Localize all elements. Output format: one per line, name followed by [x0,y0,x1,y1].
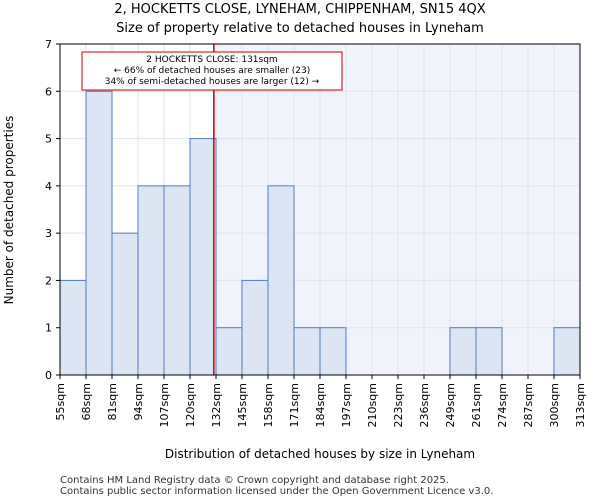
bar-249sqm [449,327,477,376]
bar-94sqm [137,185,165,376]
y-tick-label: 0 [45,369,52,382]
x-tick-label: 94sqm [132,383,145,420]
bar-81sqm [111,232,139,376]
y-tick-label: 4 [45,180,52,193]
bar-145sqm [241,279,269,376]
x-tick-label: 68sqm [80,383,93,420]
y-ticks: 0 1 2 3 4 5 6 7 [45,38,60,382]
x-tick-label: 171sqm [288,383,301,427]
x-tick-label: 274sqm [496,383,509,427]
y-tick-label: 2 [45,274,52,287]
bar-158sqm [267,185,295,376]
footer-line-1: Contains HM Land Registry data © Crown c… [60,475,449,486]
bar-132sqm [215,327,243,376]
x-tick-label: 236sqm [418,383,431,427]
annotation-line-3: 34% of semi-detached houses are larger (… [105,77,320,87]
chart-title: 2, HOCKETTS CLOSE, LYNEHAM, CHIPPENHAM, … [114,2,485,17]
x-tick-label: 210sqm [366,383,379,427]
footer-line-2: Contains public sector information licen… [60,486,493,497]
x-tick-label: 158sqm [262,383,275,427]
x-tick-label: 107sqm [158,383,171,427]
x-tick-label: 132sqm [210,383,223,427]
bar-68sqm [85,90,113,376]
y-tick-label: 6 [45,85,52,98]
annotation-box: 2 HOCKETTS CLOSE: 131sqm ← 66% of detach… [81,51,343,91]
x-tick-label: 184sqm [314,383,327,427]
annotation-line-2: ← 66% of detached houses are smaller (23… [114,66,311,76]
x-tick-label: 55sqm [54,383,67,420]
x-tick-label: 287sqm [522,383,535,427]
bar-184sqm [319,327,347,376]
chart-subtitle: Size of property relative to detached ho… [116,21,484,36]
y-axis-label: Number of detached properties [2,116,16,305]
x-tick-label: 120sqm [184,383,197,427]
x-tick-label: 300sqm [548,383,561,427]
bar-261sqm [475,327,503,376]
bar-300sqm [553,327,581,376]
x-tick-label: 261sqm [470,383,483,427]
y-tick-label: 5 [45,133,52,146]
bar-171sqm [293,327,321,376]
bars-group [59,90,581,376]
bar-107sqm [163,185,191,376]
x-tick-label: 249sqm [444,383,457,427]
x-tick-label: 145sqm [236,383,249,427]
y-tick-label: 7 [45,38,52,51]
y-tick-label: 1 [45,322,52,335]
bar-120sqm [189,138,217,376]
x-tick-label: 81sqm [106,383,119,420]
annotation-line-1: 2 HOCKETTS CLOSE: 131sqm [146,55,277,65]
y-tick-label: 3 [45,227,52,240]
x-tick-label: 313sqm [574,383,587,427]
x-ticks: 55sqm 68sqm 81sqm 94sqm 107sqm 120sqm 132sqm 14… [54,375,587,427]
x-tick-label: 223sqm [392,383,405,427]
axes-frame [59,43,581,376]
x-axis-label: Distribution of detached houses by size … [165,447,475,461]
x-tick-label: 197sqm [340,383,353,427]
bar-55sqm [59,279,87,376]
